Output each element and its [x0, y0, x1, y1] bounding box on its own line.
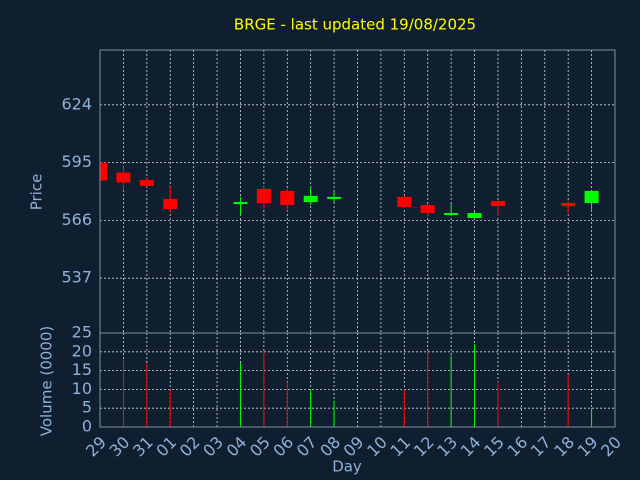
candle-body [280, 190, 295, 206]
y-tick-label: 537 [61, 268, 92, 287]
candle-body [100, 162, 108, 181]
y-tick-label: 595 [61, 152, 92, 171]
candle-body [490, 201, 505, 207]
volume-tick-label: 15 [72, 360, 92, 379]
volume-axis-title: Volume (0000) [38, 326, 56, 436]
volume-tick-label: 20 [72, 341, 92, 360]
candle-body [467, 213, 482, 219]
volume-tick-label: 10 [72, 379, 92, 398]
candle-body [584, 190, 599, 204]
volume-marks [122, 344, 593, 427]
candle-body [303, 195, 318, 203]
y-axis-title: Price [28, 174, 46, 211]
volume-tick-label: 25 [72, 323, 92, 342]
volume-frame [99, 332, 616, 428]
candle-body [444, 213, 459, 216]
candle-body [163, 198, 178, 210]
candle-body [233, 202, 248, 205]
candle-body [116, 172, 131, 183]
candle-body [561, 203, 576, 207]
candle-body [420, 205, 435, 214]
y-tick-label: 624 [61, 94, 92, 113]
candle-body [256, 188, 271, 204]
candle-body [139, 179, 154, 186]
price-marks [100, 162, 599, 220]
candle-body [327, 196, 342, 199]
chart-title: BRGE - last updated 19/08/2025 [234, 16, 476, 34]
volume-tick-label: 0 [82, 417, 92, 436]
candle-body [397, 196, 412, 208]
x-axis-title: Day [332, 458, 362, 476]
volume-tick-label: 5 [82, 398, 92, 417]
y-tick-label: 566 [61, 210, 92, 229]
